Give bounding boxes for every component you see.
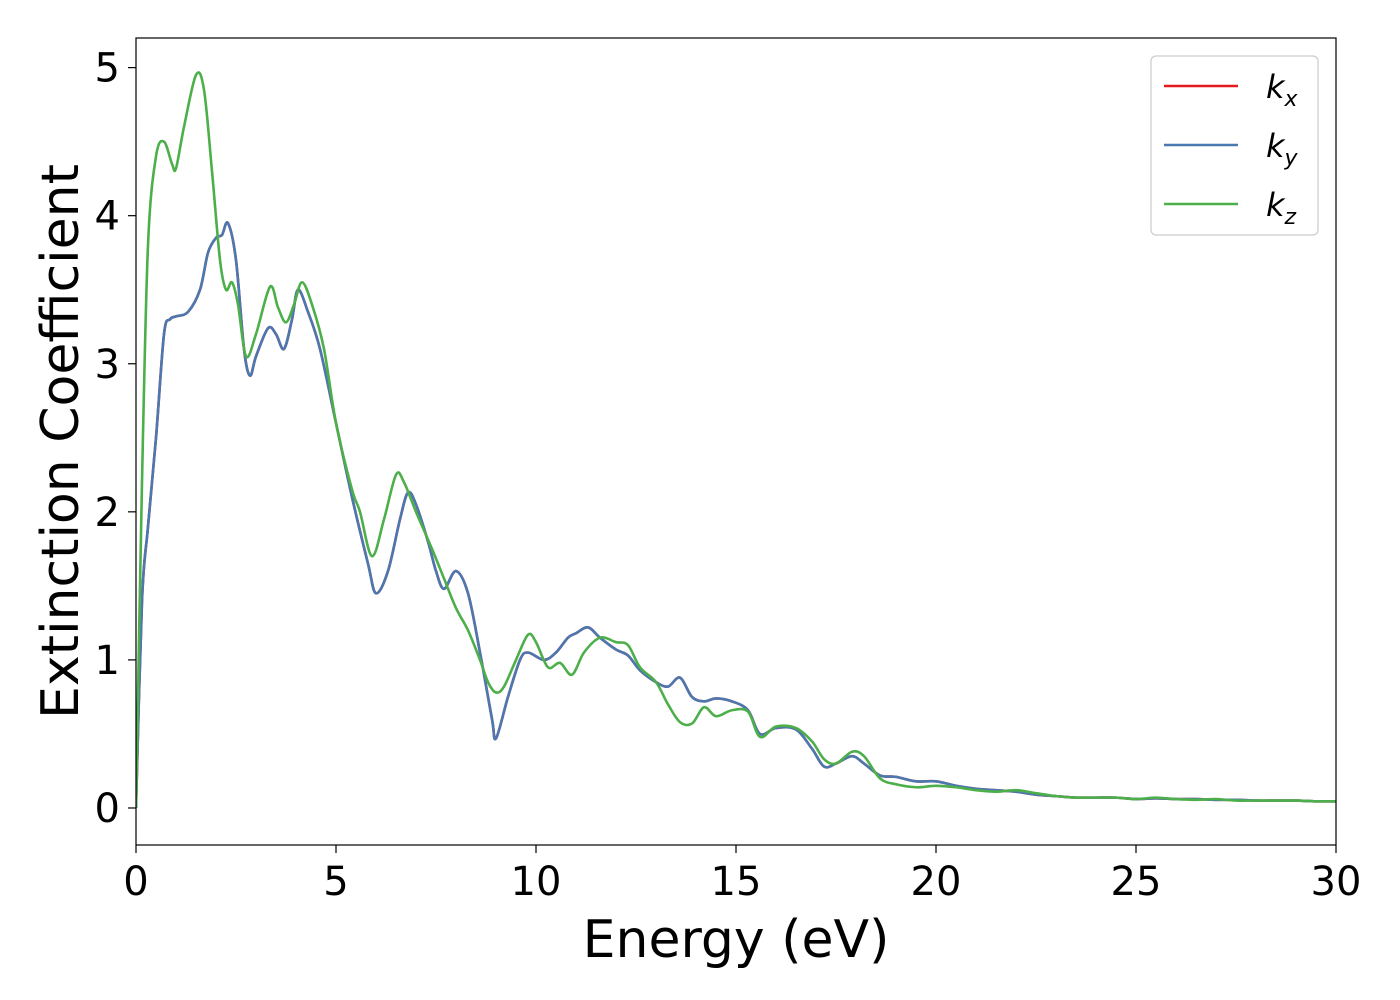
x-tick-label: 5 [323, 859, 348, 905]
series-line-kx [136, 220, 1336, 809]
y-tick-label: 3 [95, 342, 120, 388]
legend-label-ky: ky [1266, 127, 1299, 171]
x-tick-label: 15 [711, 859, 762, 905]
legend-label-kx: kx [1266, 68, 1299, 112]
x-axis-title: Energy (eV) [583, 910, 890, 970]
x-tick-label: 10 [511, 859, 562, 905]
series-line-kz [136, 71, 1336, 809]
x-tick-label: 25 [1111, 859, 1162, 905]
y-axis-title: Extinction Coefficient [31, 164, 91, 719]
legend: kx ky kz [1150, 55, 1319, 236]
y-tick-label: 5 [95, 46, 120, 92]
series-line-ky [136, 220, 1336, 809]
y-axis-ticks: 0 1 2 3 4 5 [95, 46, 136, 832]
series-layer [136, 71, 1336, 809]
y-tick-label: 4 [95, 194, 120, 240]
y-tick-label: 1 [95, 638, 120, 684]
x-tick-label: 0 [123, 859, 148, 905]
x-axis-ticks: 0 5 10 15 20 25 30 [123, 845, 1361, 905]
x-tick-label: 20 [911, 859, 962, 905]
y-tick-label: 0 [95, 786, 120, 832]
y-tick-label: 2 [95, 490, 120, 536]
legend-label-kz: kz [1266, 186, 1297, 230]
x-tick-label: 30 [1311, 859, 1362, 905]
